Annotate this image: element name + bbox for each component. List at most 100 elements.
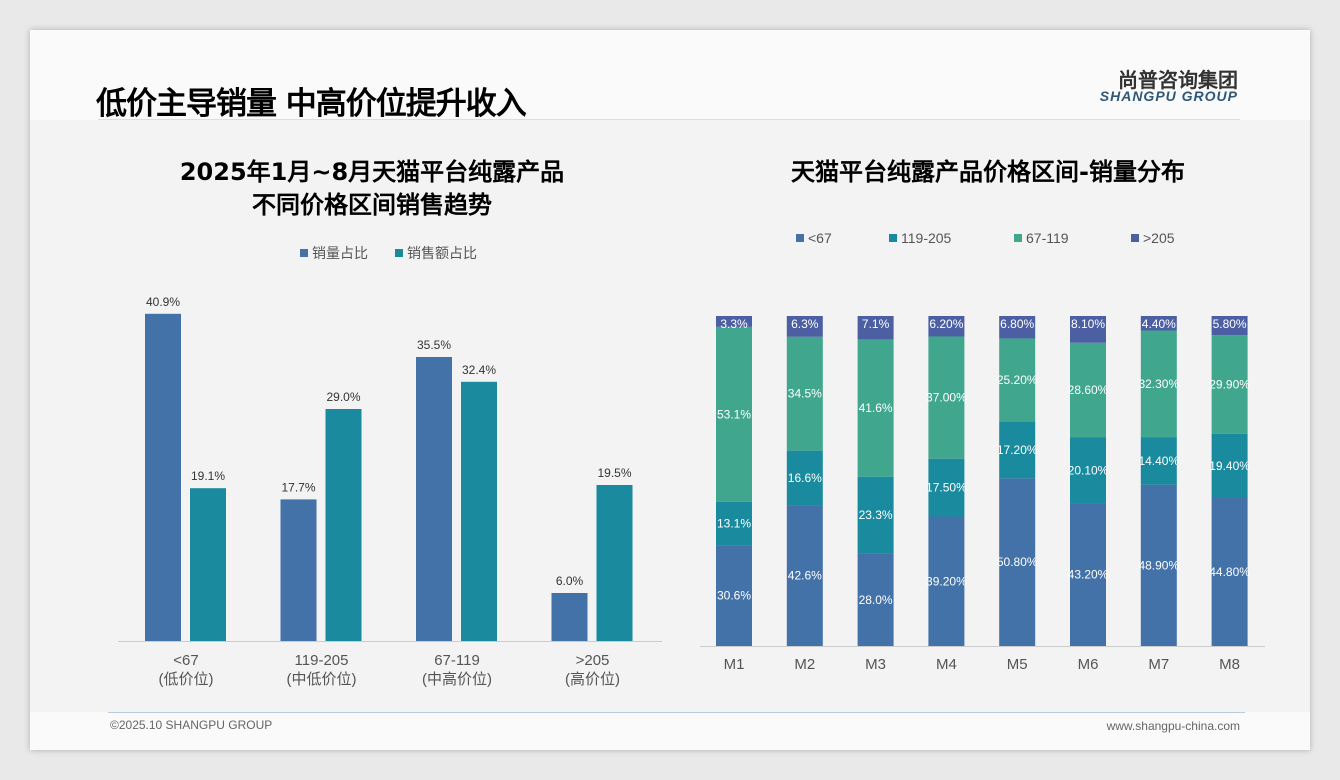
data-label: 20.10%	[1068, 463, 1109, 477]
stack-segment->205	[999, 316, 1036, 339]
data-label: 39.20%	[926, 574, 967, 588]
stack-segment-67-119	[1070, 342, 1106, 438]
stack-segment-119-205	[1140, 437, 1177, 485]
stack-segment-119-205	[786, 450, 823, 506]
x-tick-label: 67-119	[434, 652, 480, 669]
legend-swatch-1	[395, 249, 403, 257]
chart2-title: 天猫平台纯露产品价格区间-销量分布	[791, 158, 1185, 186]
stack-segment->205	[786, 316, 823, 337]
stack-segment-119-205	[857, 476, 894, 554]
x-tick-label: M2	[794, 656, 815, 673]
footer-divider	[108, 712, 1245, 713]
data-label: 53.1%	[717, 407, 751, 421]
stack-segment-<67	[786, 505, 823, 646]
x-tick-label: M5	[1007, 656, 1028, 673]
data-label: 42.6%	[788, 569, 822, 583]
data-label: 19.5%	[597, 466, 631, 480]
legend-label: 67-119	[1026, 230, 1069, 246]
data-label: 6.0%	[556, 574, 584, 588]
data-label: 16.6%	[788, 471, 822, 485]
x-tick-label: M6	[1078, 656, 1099, 673]
stack-segment-<67	[1140, 484, 1177, 646]
data-label: 44.80%	[1209, 565, 1250, 579]
stack-segment-119-205	[928, 458, 965, 517]
x-tick-label: M7	[1148, 656, 1169, 673]
stack-segment-67-119	[857, 339, 894, 477]
footer-website: www.shangpu-china.com	[1106, 719, 1240, 733]
data-label: 6.80%	[1000, 317, 1034, 331]
legend-swatch-3	[1131, 234, 1139, 242]
bar-销量占比	[551, 593, 588, 641]
bar-销售额占比	[596, 485, 633, 641]
stack-segment-119-205	[1211, 433, 1248, 499]
data-label: 50.80%	[997, 555, 1038, 569]
stack-segment-<67	[1211, 498, 1248, 646]
stack-segment-67-119	[928, 336, 965, 459]
stack-segment->205	[857, 316, 894, 340]
x-tick-label: M4	[936, 656, 957, 673]
chart1-title-line1: 2025年1月~8月天猫平台纯露产品	[180, 158, 564, 186]
stack-segment->205	[1070, 316, 1106, 343]
x-tick-sublabel: (高价位)	[565, 671, 620, 688]
legend-swatch-2	[1014, 234, 1022, 242]
data-label: 40.9%	[146, 295, 180, 309]
data-label: 48.90%	[1138, 558, 1179, 572]
bar-销量占比	[416, 357, 452, 641]
bar-销量占比	[145, 313, 181, 641]
data-label: 17.20%	[997, 443, 1038, 457]
data-label: 6.3%	[791, 317, 819, 331]
stack-segment->205	[1211, 316, 1248, 336]
legend-label: >205	[1143, 230, 1175, 246]
data-label: 5.80%	[1213, 317, 1247, 331]
data-label: 30.6%	[717, 589, 751, 603]
chart1-title-line2: 不同价格区间销售趋势	[252, 191, 492, 219]
stack-segment->205	[1140, 316, 1177, 331]
divider	[98, 119, 1240, 120]
stack-segment-<67	[1070, 503, 1106, 646]
bar-销售额占比	[325, 409, 362, 641]
legend-label: <67	[808, 230, 832, 246]
data-label: 7.1%	[862, 317, 890, 331]
data-label: 19.40%	[1209, 459, 1250, 473]
footer-copyright: ©2025.10 SHANGPU GROUP	[110, 718, 273, 732]
stack-segment-119-205	[999, 421, 1036, 479]
data-label: 17.50%	[926, 481, 967, 495]
x-tick-sublabel: (中低价位)	[287, 671, 357, 688]
x-tick-label: M3	[865, 656, 886, 673]
page-title: 低价主导销量 中高价位提升收入	[96, 86, 527, 122]
stack-segment-119-205	[716, 501, 752, 546]
x-tick-label: M1	[724, 656, 745, 673]
legend-label: 119-205	[901, 230, 952, 246]
stack-segment-119-205	[1070, 437, 1106, 504]
stack-segment-67-119	[786, 336, 823, 451]
stack-segment->205	[928, 316, 965, 337]
stack-segment-67-119	[1140, 330, 1177, 438]
stack-segment-<67	[999, 478, 1036, 646]
stack-segment->205	[716, 316, 752, 327]
stack-segment-<67	[857, 553, 894, 646]
logo-cn: 尚普咨询集团	[1118, 68, 1238, 92]
data-label: 8.10%	[1071, 317, 1105, 331]
legend-swatch-0	[796, 234, 804, 242]
data-label: 14.40%	[1138, 454, 1179, 468]
data-label: 19.1%	[191, 469, 225, 483]
legend-swatch-1	[889, 234, 897, 242]
legend-label: 销售额占比	[407, 245, 477, 261]
data-label: 13.1%	[717, 517, 751, 531]
bar-销售额占比	[461, 381, 497, 641]
legend-label: 销量占比	[312, 245, 368, 261]
data-label: 41.6%	[859, 401, 893, 415]
x-tick-label: M8	[1219, 656, 1240, 673]
x-tick-label: <67	[173, 652, 198, 669]
data-label: 28.60%	[1068, 383, 1109, 397]
x-tick-sublabel: (中高价位)	[422, 671, 492, 688]
logo-en: SHANGPU GROUP	[1099, 88, 1238, 104]
data-label: 32.30%	[1138, 377, 1179, 391]
legend-swatch-0	[300, 249, 308, 257]
data-label: 25.20%	[997, 373, 1038, 387]
data-label: 29.90%	[1209, 378, 1250, 392]
stack-segment-<67	[928, 516, 965, 646]
data-label: 4.40%	[1142, 317, 1176, 331]
stack-segment-67-119	[716, 326, 752, 502]
